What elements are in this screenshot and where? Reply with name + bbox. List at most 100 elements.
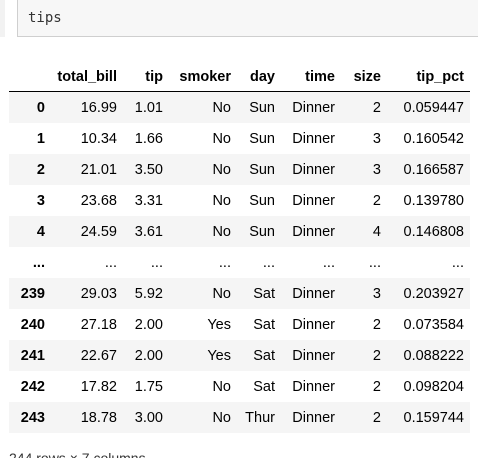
row-index: 0 [36, 99, 45, 116]
table-cell: Dinner [292, 378, 335, 395]
table-cell: ... [368, 254, 381, 271]
table-cell: 0.159744 [403, 409, 464, 426]
table-cell: 10.34 [80, 130, 117, 147]
table-cell: 2 [372, 316, 381, 333]
table-cell: Yes [207, 347, 231, 364]
table-cell: 2 [372, 192, 381, 209]
column-header: total_bill [51, 62, 123, 92]
table-cell: 29.03 [80, 285, 117, 302]
table-cell: 0.073584 [403, 316, 464, 333]
table-cell: 2 [372, 347, 381, 364]
table-cell: 1.66 [134, 130, 163, 147]
table-cell: Sat [253, 347, 275, 364]
table-cell: 0.098204 [403, 378, 464, 395]
column-header: smoker [169, 62, 237, 92]
table-cell: Sat [253, 316, 275, 333]
table-row: 1 10.34 1.66 No Sun Dinner 3 0.160542 [9, 123, 470, 154]
table-cell: ... [451, 254, 464, 271]
table-cell: 0.160542 [403, 130, 464, 147]
table-cell: No [212, 161, 231, 178]
row-index: 240 [20, 316, 45, 333]
table-row: 2 21.01 3.50 No Sun Dinner 3 0.166587 [9, 154, 470, 185]
column-header: time [281, 62, 341, 92]
table-cell: Dinner [292, 409, 335, 426]
table-cell: 1.01 [134, 99, 163, 116]
table-cell: 0.139780 [403, 192, 464, 209]
column-header: tip [123, 62, 169, 92]
table-cell: 3.61 [134, 223, 163, 240]
table-cell: Dinner [292, 161, 335, 178]
table-cell: Dinner [292, 223, 335, 240]
row-index: 4 [36, 223, 45, 240]
table-row: 242 17.82 1.75 No Sat Dinner 2 0.098204 [9, 371, 470, 402]
table-cell: Sun [249, 223, 275, 240]
table-cell: Dinner [292, 99, 335, 116]
table-row: 241 22.67 2.00 Yes Sat Dinner 2 0.088222 [9, 340, 470, 371]
column-header: tip_pct [387, 62, 470, 92]
row-index: 241 [20, 347, 45, 364]
table-cell: Thur [245, 409, 275, 426]
table-cell: 1.75 [134, 378, 163, 395]
table-cell: Sat [253, 285, 275, 302]
table-cell: ... [104, 254, 117, 271]
table-cell: Sun [249, 99, 275, 116]
table-cell: 24.59 [80, 223, 117, 240]
table-cell: Sun [249, 161, 275, 178]
table-cell: 2 [372, 378, 381, 395]
cell-gutter [0, 0, 5, 37]
row-index: 239 [20, 285, 45, 302]
table-cell: 0.146808 [403, 223, 464, 240]
table-row: 243 18.78 3.00 No Thur Dinner 2 0.159744 [9, 402, 470, 433]
table-cell: Dinner [292, 285, 335, 302]
table-cell: 4 [372, 223, 381, 240]
table-row: 0 16.99 1.01 No Sun Dinner 2 0.059447 [9, 91, 470, 123]
table-header: total_bill tip smoker day time size tip_pct [9, 62, 470, 92]
row-index: 243 [20, 409, 45, 426]
table-cell: Dinner [292, 130, 335, 147]
table-cell: 3.50 [134, 161, 163, 178]
table-cell: Yes [207, 316, 231, 333]
table-cell: ... [150, 254, 163, 271]
table-cell: 18.78 [80, 409, 117, 426]
table-row: 240 27.18 2.00 Yes Sat Dinner 2 0.073584 [9, 309, 470, 340]
table-row: 4 24.59 3.61 No Sun Dinner 4 0.146808 [9, 216, 470, 247]
table-cell: ... [218, 254, 231, 271]
table-body: 0 16.99 1.01 No Sun Dinner 2 0.059447 1 10.34 1.66… [9, 91, 470, 433]
table-cell: No [212, 285, 231, 302]
table-cell: 17.82 [80, 378, 117, 395]
table-cell: No [212, 130, 231, 147]
table-row: 239 29.03 5.92 No Sat Dinner 3 0.203927 [9, 278, 470, 309]
row-count-footer: 244 rows × 7 columns [9, 450, 146, 458]
table-cell: 16.99 [80, 99, 117, 116]
table-cell: No [212, 378, 231, 395]
table-row: 3 23.68 3.31 No Sun Dinner 2 0.139780 [9, 185, 470, 216]
table-cell: 2 [372, 99, 381, 116]
column-header: size [341, 62, 387, 92]
table-cell: 23.68 [80, 192, 117, 209]
dataframe-table: total_bill tip smoker day time size tip_pct 0 1… [9, 62, 470, 433]
table-cell: 3 [372, 161, 381, 178]
table-cell: 0.088222 [403, 347, 464, 364]
table-cell: 0.166587 [403, 161, 464, 178]
row-index: 242 [20, 378, 45, 395]
table-cell: Sun [249, 130, 275, 147]
header-row: total_bill tip smoker day time size tip_pct [9, 62, 470, 92]
table-cell: No [212, 409, 231, 426]
table-cell: 27.18 [80, 316, 117, 333]
row-index: 1 [36, 130, 45, 147]
code-cell-input[interactable]: tips [17, 0, 478, 37]
table-cell: ... [262, 254, 275, 271]
row-index: ... [32, 254, 45, 271]
table-cell: Sun [249, 192, 275, 209]
table-cell: 2.00 [134, 316, 163, 333]
table-cell: 3 [372, 130, 381, 147]
index-header [9, 62, 51, 92]
table-cell: 5.92 [134, 285, 163, 302]
table-cell: 21.01 [80, 161, 117, 178]
table-cell: No [212, 99, 231, 116]
table-cell: 2 [372, 409, 381, 426]
table-cell: Dinner [292, 347, 335, 364]
row-index: 3 [36, 192, 45, 209]
table-cell: Sat [253, 378, 275, 395]
column-header: day [237, 62, 281, 92]
